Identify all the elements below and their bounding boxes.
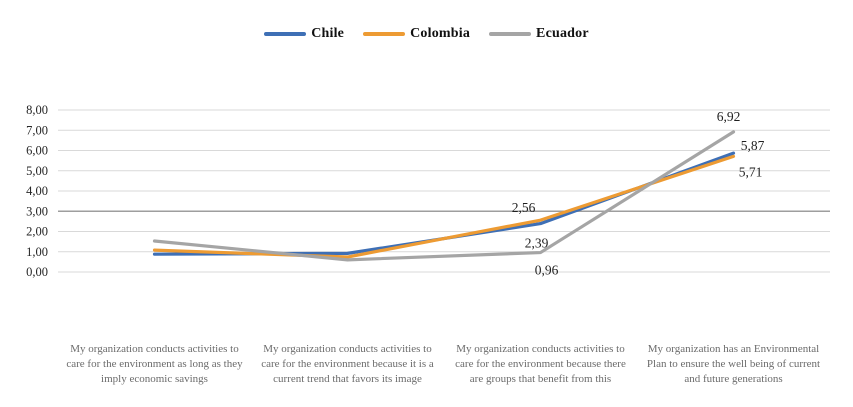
data-label-colombia-5-71: 5,71 (739, 164, 763, 179)
legend-label-ecuador: Ecuador (536, 26, 589, 41)
y-axis-tick-label: 0,00 (26, 265, 48, 279)
y-axis-tick-label: 5,00 (26, 164, 48, 178)
category-label-3: My organization conducts activities to c… (455, 342, 626, 385)
legend-item-colombia: Colombia (363, 26, 470, 42)
chile-line-swatch (264, 32, 307, 36)
y-axis-tick-label: 3,00 (26, 204, 48, 218)
y-axis-tick-label: 4,00 (26, 184, 48, 198)
ecuador-line-swatch (489, 32, 532, 36)
data-label-chile-5-87: 5,87 (741, 138, 765, 153)
y-axis-tick-label: 7,00 (26, 123, 48, 137)
y-axis-tick-label: 2,00 (26, 225, 48, 239)
y-axis-tick-label: 8,00 (26, 103, 48, 117)
data-label-ecuador-6-92: 6,92 (717, 109, 741, 124)
plot-area: 0,00 1,00 2,00 3,00 4,00 5,00 6,00 7,00 8,00 2,56… (26, 103, 830, 279)
y-axis-tick-label: 6,00 (26, 144, 48, 158)
colombia-line-swatch (363, 32, 406, 36)
legend-label-chile: Chile (311, 26, 345, 41)
category-label-1: My organization conducts activities to c… (66, 342, 243, 385)
y-axis-tick-label: 1,00 (26, 245, 48, 259)
category-label-2: My organization conducts activities to c… (261, 342, 434, 385)
legend-item-ecuador: Ecuador (489, 26, 589, 42)
data-label-ecuador-0-96: 0,96 (535, 263, 559, 278)
series-line-colombia (152, 154, 736, 259)
data-label-chile-2-39: 2,39 (525, 236, 549, 251)
legend-label-colombia: Colombia (410, 26, 471, 41)
legend-item-chile: Chile (264, 26, 344, 42)
chart-legend: Chile Colombia Ecuador (0, 26, 853, 42)
series-line-ecuador (152, 130, 736, 262)
category-label-4: My organization has an Environmental Pla… (646, 342, 821, 385)
data-label-colombia-2-56: 2,56 (512, 200, 536, 215)
